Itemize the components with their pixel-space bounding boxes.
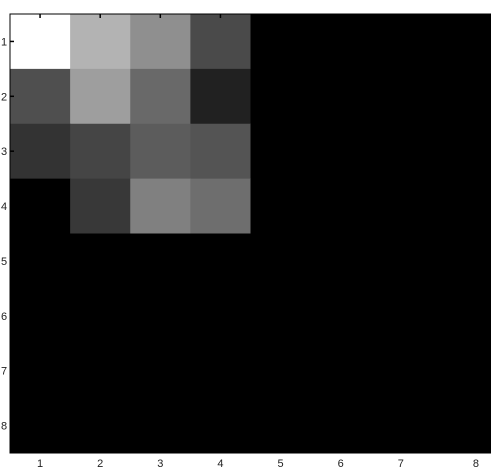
heatmap-cell-r4-c5 bbox=[250, 178, 312, 235]
y-tick-label-5: 5 bbox=[1, 256, 7, 268]
x-tick-label-7: 7 bbox=[398, 458, 404, 470]
heatmap-cell-r1-c2 bbox=[70, 14, 131, 70]
x-tick-label-2: 2 bbox=[97, 458, 103, 470]
heatmap-cell-r8-c8 bbox=[430, 398, 491, 454]
heatmap-cell-r8-c5 bbox=[250, 398, 312, 454]
heatmap-cell-r1-c7 bbox=[370, 14, 432, 70]
heatmap-cell-r6-c8 bbox=[430, 288, 491, 344]
heatmap-cell-r2-c3 bbox=[130, 68, 191, 125]
heatmap-cell-r3-c7 bbox=[370, 123, 432, 180]
heatmap-cells bbox=[10, 14, 491, 454]
heatmap-cell-r5-c4 bbox=[190, 233, 252, 289]
heatmap-cell-r5-c7 bbox=[370, 233, 432, 289]
heatmap-cell-r6-c4 bbox=[190, 288, 252, 344]
heatmap-cell-r6-c3 bbox=[130, 288, 191, 344]
heatmap-cell-r7-c8 bbox=[430, 343, 491, 399]
heatmap-cell-r2-c1 bbox=[10, 68, 71, 125]
heatmap-cell-r5-c6 bbox=[310, 233, 372, 289]
heatmap-cell-r2-c8 bbox=[430, 68, 491, 125]
heatmap-cell-r2-c4 bbox=[190, 68, 252, 125]
x-axis-tick-labels: 1 2 3 4 5 6 7 8 bbox=[37, 458, 479, 470]
heatmap-cell-r8-c6 bbox=[310, 398, 372, 454]
y-tick-label-3: 3 bbox=[1, 146, 7, 158]
heatmap-cell-r2-c5 bbox=[250, 68, 312, 125]
plot-frame bbox=[9, 13, 491, 454]
heatmap-cell-r4-c8 bbox=[430, 178, 491, 235]
heatmap-cell-r6-c5 bbox=[250, 288, 312, 344]
y-axis-tick-labels: 1 2 3 4 5 6 7 8 bbox=[1, 36, 7, 432]
heatmap-cell-r3-c3 bbox=[130, 123, 191, 180]
heatmap-cell-r7-c3 bbox=[130, 343, 191, 399]
heatmap-cell-r6-c1 bbox=[10, 288, 71, 344]
heatmap-cell-r2-c7 bbox=[370, 68, 432, 125]
heatmap-cell-r6-c7 bbox=[370, 288, 432, 344]
heatmap-cell-r8-c3 bbox=[130, 398, 191, 454]
y-tick-label-1: 1 bbox=[1, 36, 7, 48]
heatmap-cell-r3-c1 bbox=[10, 123, 71, 180]
y-tick-label-8: 8 bbox=[1, 421, 7, 433]
heatmap-cell-r6-c6 bbox=[310, 288, 372, 344]
heatmap-cell-r8-c2 bbox=[70, 398, 131, 454]
heatmap-cell-r7-c4 bbox=[190, 343, 252, 399]
heatmap-cell-r3-c2 bbox=[70, 123, 131, 180]
heatmap-cell-r4-c1 bbox=[10, 178, 71, 235]
heatmap-cell-r1-c4 bbox=[190, 14, 252, 70]
axis-ticks bbox=[10, 14, 462, 427]
heatmap-cell-r2-c6 bbox=[310, 68, 372, 125]
y-tick-label-2: 2 bbox=[1, 91, 7, 103]
heatmap-cell-r5-c8 bbox=[430, 233, 491, 289]
heatmap-cell-r5-c1 bbox=[10, 233, 71, 289]
heatmap-cell-r8-c7 bbox=[370, 398, 432, 454]
heatmap-cell-r3-c6 bbox=[310, 123, 372, 180]
heatmap-cell-r5-c2 bbox=[70, 233, 131, 289]
heatmap-cell-r4-c3 bbox=[130, 178, 191, 235]
y-tick-label-6: 6 bbox=[1, 311, 7, 323]
heatmap-cell-r7-c7 bbox=[370, 343, 432, 399]
y-tick-label-4: 4 bbox=[1, 201, 7, 213]
heatmap-cell-r1-c6 bbox=[310, 14, 372, 70]
heatmap-cell-r4-c4 bbox=[190, 178, 252, 235]
x-tick-label-3: 3 bbox=[157, 458, 163, 470]
heatmap-cell-r3-c8 bbox=[430, 123, 491, 180]
heatmap-cell-r4-c6 bbox=[310, 178, 372, 235]
heatmap-cell-r1-c3 bbox=[130, 14, 191, 70]
x-tick-label-4: 4 bbox=[217, 458, 223, 470]
heatmap-cell-r2-c2 bbox=[70, 68, 131, 125]
heatmap-cell-r4-c2 bbox=[70, 178, 131, 235]
heatmap-cell-r6-c2 bbox=[70, 288, 131, 344]
x-tick-label-8: 8 bbox=[473, 458, 479, 470]
heatmap-cell-r1-c5 bbox=[250, 14, 312, 70]
heatmap-cell-r7-c2 bbox=[70, 343, 131, 399]
heatmap-cell-r1-c1 bbox=[10, 14, 71, 70]
heatmap-cell-r5-c5 bbox=[250, 233, 312, 289]
y-tick-label-7: 7 bbox=[1, 366, 7, 378]
x-tick-label-5: 5 bbox=[277, 458, 283, 470]
heatmap-cell-r4-c7 bbox=[370, 178, 432, 235]
heatmap-cell-r7-c6 bbox=[310, 343, 372, 399]
heatmap-cell-r7-c5 bbox=[250, 343, 312, 399]
heatmap-cell-r7-c1 bbox=[10, 343, 71, 399]
x-tick-label-6: 6 bbox=[338, 458, 344, 470]
heatmap-cell-r3-c5 bbox=[250, 123, 312, 180]
heatmap-cell-r3-c4 bbox=[190, 123, 252, 180]
heatmap-cell-r8-c1 bbox=[10, 398, 71, 454]
heatmap-cell-r1-c8 bbox=[430, 14, 491, 70]
heatmap-cell-r5-c3 bbox=[130, 233, 191, 289]
heatmap-cell-r8-c4 bbox=[190, 398, 252, 454]
x-tick-label-1: 1 bbox=[37, 458, 43, 470]
